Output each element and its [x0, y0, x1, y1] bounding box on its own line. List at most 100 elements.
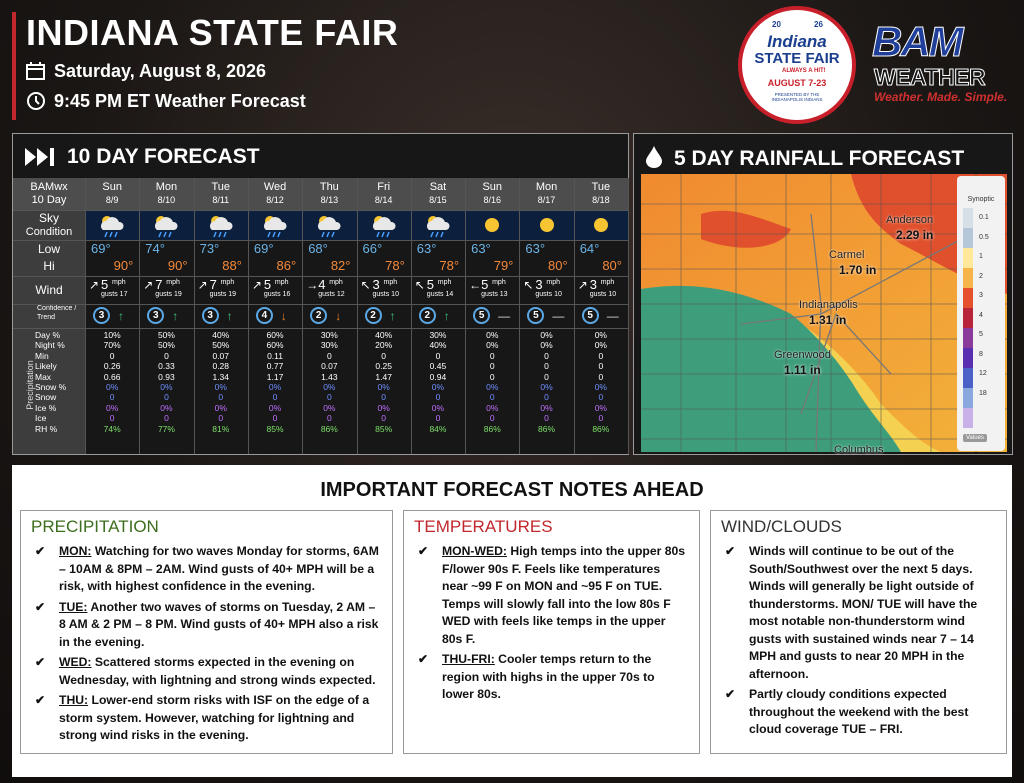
precip-value: 0	[218, 413, 224, 424]
precip-value: 0	[544, 350, 549, 361]
legend-tick: 12	[979, 370, 987, 377]
logo-tagline: ALWAYS A HIT!	[782, 68, 826, 74]
bam-slogan: Weather. Made. Simple.	[874, 90, 1008, 104]
precip-value: 30%	[320, 340, 338, 351]
confidence: 3	[147, 307, 165, 324]
wind-gusts: gusts 13	[481, 291, 508, 298]
wind-speed: 3	[535, 277, 543, 292]
legend-swatch	[963, 388, 973, 408]
fair-logo: 20 26 Indiana STATE FAIR ALWAYS A HIT! A…	[738, 6, 856, 124]
wind-dir: ↖	[414, 278, 425, 292]
wind-dir: ↗	[143, 278, 154, 292]
precip-value: 0	[435, 350, 441, 361]
high-temp: 88°	[222, 258, 242, 273]
legend-tick: 1	[979, 253, 983, 260]
precip-value: 20%	[375, 340, 393, 351]
legend-tick: 4	[979, 311, 983, 319]
precip-value: 0%	[594, 402, 607, 413]
place-name: Carmel	[829, 249, 865, 261]
note-lead: TUE:	[59, 599, 88, 614]
high-temp: 86°	[276, 258, 297, 273]
wind-unit: mph	[329, 279, 343, 286]
legend-swatch	[963, 248, 973, 268]
precip-value: 0%	[323, 382, 336, 392]
rain	[267, 231, 281, 238]
precip-value: 50%	[157, 340, 175, 351]
corner-label: 10 Day	[31, 194, 67, 206]
precip-value: 0	[544, 371, 549, 382]
precip-value: 0	[489, 392, 495, 403]
precip-value: 50%	[157, 330, 175, 340]
rain	[375, 231, 390, 238]
sun	[593, 218, 608, 232]
notes-column: TEMPERATURES ✔ MON-WED: High temps into th…	[403, 510, 700, 754]
sky-icon	[209, 216, 233, 238]
row-label: Snow	[35, 392, 57, 403]
sky-icon	[593, 218, 608, 232]
legend-swatch	[963, 328, 973, 348]
row-label: Min	[35, 350, 49, 361]
precip-value: 0.94	[429, 371, 447, 382]
wind-gusts: gusts 17	[101, 291, 128, 298]
place-name: Greenwood	[774, 349, 831, 361]
legend-tick: 5	[979, 331, 983, 338]
precip-value: 0%	[431, 382, 445, 392]
wind-speed: 5	[426, 277, 435, 292]
check: ✔	[35, 655, 46, 669]
precip-value: 77%	[157, 423, 175, 434]
high-temp: 78°	[439, 258, 460, 273]
row-divider	[13, 328, 628, 329]
wind-gusts: gusts 10	[535, 291, 562, 298]
wind-dir: ←	[469, 278, 482, 292]
cloud	[209, 217, 233, 230]
precip-value: 10%	[103, 330, 121, 340]
precip-value: 0%	[377, 402, 390, 413]
precip-value: 70%	[103, 340, 121, 351]
precip-value: 0.33	[158, 361, 175, 372]
place-amount: 1.31 in	[809, 313, 847, 327]
accent-bar	[12, 12, 16, 120]
precip-value: 0	[598, 371, 604, 382]
precip-value: 0.66	[103, 371, 121, 382]
row-label: Confidence /	[37, 305, 77, 312]
high-temp: 82°	[330, 258, 351, 273]
precip-value: 86%	[538, 423, 556, 434]
wind-speed: 3	[372, 277, 380, 292]
precip-value: 0.07	[321, 361, 338, 372]
note-text: Cooler temps return to the region with h…	[442, 652, 655, 701]
wind-speed: 5	[481, 277, 489, 292]
wind-speed: 4	[318, 277, 326, 292]
day-date: 8/12	[266, 195, 284, 205]
wind-gusts: gusts 16	[263, 291, 291, 298]
sky-icon	[426, 216, 450, 238]
place-amount: 1.70 in	[839, 263, 877, 277]
low-temp: 63°	[416, 241, 437, 256]
precip-value: 0%	[160, 382, 173, 392]
note-text: Lower-end storm risks with ISF on the ed…	[59, 693, 370, 742]
row-label: Ice	[35, 413, 47, 424]
row-divider	[13, 276, 628, 277]
wind-dir: ↗	[89, 278, 100, 292]
precip-value: 0%	[214, 402, 227, 413]
corner-label: BAMwx	[30, 181, 68, 193]
confidence: 2	[364, 307, 382, 324]
precip-value: 30%	[320, 330, 338, 340]
precip-value: 0.45	[429, 361, 447, 372]
row-label: Trend	[37, 314, 56, 321]
confidence: 3	[201, 307, 219, 324]
legend-tick: 0.1	[979, 214, 989, 221]
precip-value: 0%	[377, 382, 390, 392]
precip-value: 0%	[160, 402, 173, 413]
wind-gusts: gusts 10	[372, 291, 399, 298]
notes-heading: PRECIPITATION	[31, 517, 159, 536]
legend-tick: 3	[979, 292, 983, 299]
logo-sponsor: PRESENTED BY THE INDIANAPOLIS INDIANS	[771, 92, 823, 102]
high-temp: 90°	[113, 258, 134, 273]
precip-value: 0	[598, 361, 604, 372]
trend: ↑	[118, 309, 124, 323]
legend-swatch	[963, 368, 973, 388]
row-label: Ice %	[35, 402, 57, 413]
sun	[539, 218, 554, 232]
note-lead: MON:	[59, 544, 92, 558]
legend-swatch	[963, 268, 973, 288]
